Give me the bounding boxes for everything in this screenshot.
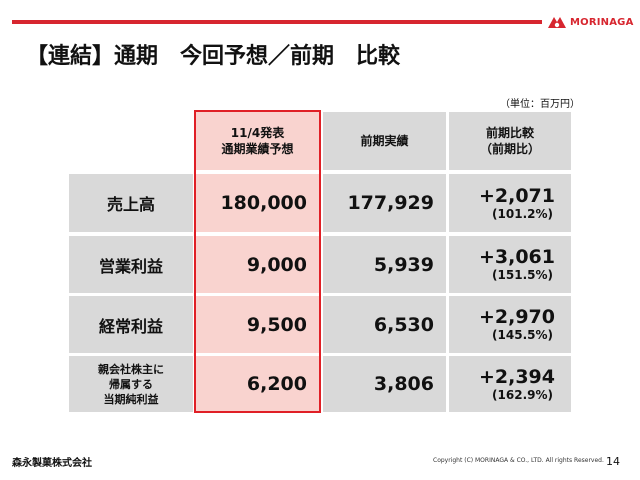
diff-percent: (151.5%) xyxy=(492,268,553,282)
brand-name: MORINAGA xyxy=(570,16,634,28)
angel-logo-icon xyxy=(548,17,566,28)
cell-compare-sales: +2,071 (101.2%) xyxy=(449,174,571,232)
row-label-sales: 売上高 xyxy=(69,174,193,232)
value-text: 9,000 xyxy=(246,253,307,276)
cell-forecast-operating-income: 9,000 xyxy=(196,236,319,293)
diff-percent: (101.2%) xyxy=(492,206,553,221)
page-title: 【連結】通期 今回予想／前期 比較 xyxy=(26,44,401,69)
header-compare: 前期比較 （前期比） xyxy=(449,112,571,170)
header-forecast: 11/4発表 通期業績予想 xyxy=(196,112,319,170)
diff-percent: (162.9%) xyxy=(492,387,553,402)
row-label-text: 営業利益 xyxy=(98,256,163,276)
row-label-text: 売上高 xyxy=(106,195,155,214)
diff-value: +2,071 xyxy=(478,184,555,207)
cell-prior-sales: 177,929 xyxy=(323,174,446,232)
header-forecast-label: 11/4発表 通期業績予想 xyxy=(221,126,294,156)
value-text: 6,200 xyxy=(246,372,307,395)
header-accent-bar xyxy=(12,20,542,24)
row-label-text: 親会社株主に 帰属する 当期純利益 xyxy=(98,362,164,406)
cell-forecast-sales: 180,000 xyxy=(196,174,319,232)
row-label-ordinary-income: 経常利益 xyxy=(69,296,193,353)
row-label-text: 経常利益 xyxy=(98,316,163,336)
diff-value: +3,061 xyxy=(478,246,555,268)
brand-logo: MORINAGA xyxy=(546,13,634,31)
cell-compare-net-income: +2,394 (162.9%) xyxy=(449,356,571,412)
row-label-net-income: 親会社株主に 帰属する 当期純利益 xyxy=(69,356,193,412)
value-text: 177,929 xyxy=(347,192,434,214)
copyright-notice: Copyright (C) MORINAGA & CO., LTD. All r… xyxy=(433,457,604,464)
diff-value: +2,394 xyxy=(478,365,555,388)
cell-forecast-net-income: 6,200 xyxy=(196,356,319,411)
value-text: 180,000 xyxy=(220,192,307,214)
cell-forecast-ordinary-income: 9,500 xyxy=(196,296,319,353)
header-compare-label: 前期比較 （前期比） xyxy=(479,126,540,156)
value-text: 5,939 xyxy=(373,253,434,276)
company-name: 森永製菓株式会社 xyxy=(12,458,92,469)
cell-prior-ordinary-income: 6,530 xyxy=(323,296,446,353)
header-prior-label: 前期実績 xyxy=(360,134,409,148)
value-text: 6,530 xyxy=(373,313,434,336)
value-text: 3,806 xyxy=(373,373,434,395)
cell-prior-operating-income: 5,939 xyxy=(323,236,446,293)
value-text: 9,500 xyxy=(246,313,307,336)
header-prior: 前期実績 xyxy=(323,112,446,170)
row-label-operating-income: 営業利益 xyxy=(69,236,193,293)
cell-compare-operating-income: +3,061 (151.5%) xyxy=(449,236,571,293)
unit-note: （単位：百万円） xyxy=(500,99,580,110)
page-number: 14 xyxy=(606,455,620,468)
cell-compare-ordinary-income: +2,970 (145.5%) xyxy=(449,296,571,353)
cell-prior-net-income: 3,806 xyxy=(323,356,446,412)
diff-value: +2,970 xyxy=(478,306,555,328)
diff-percent: (145.5%) xyxy=(492,328,553,342)
